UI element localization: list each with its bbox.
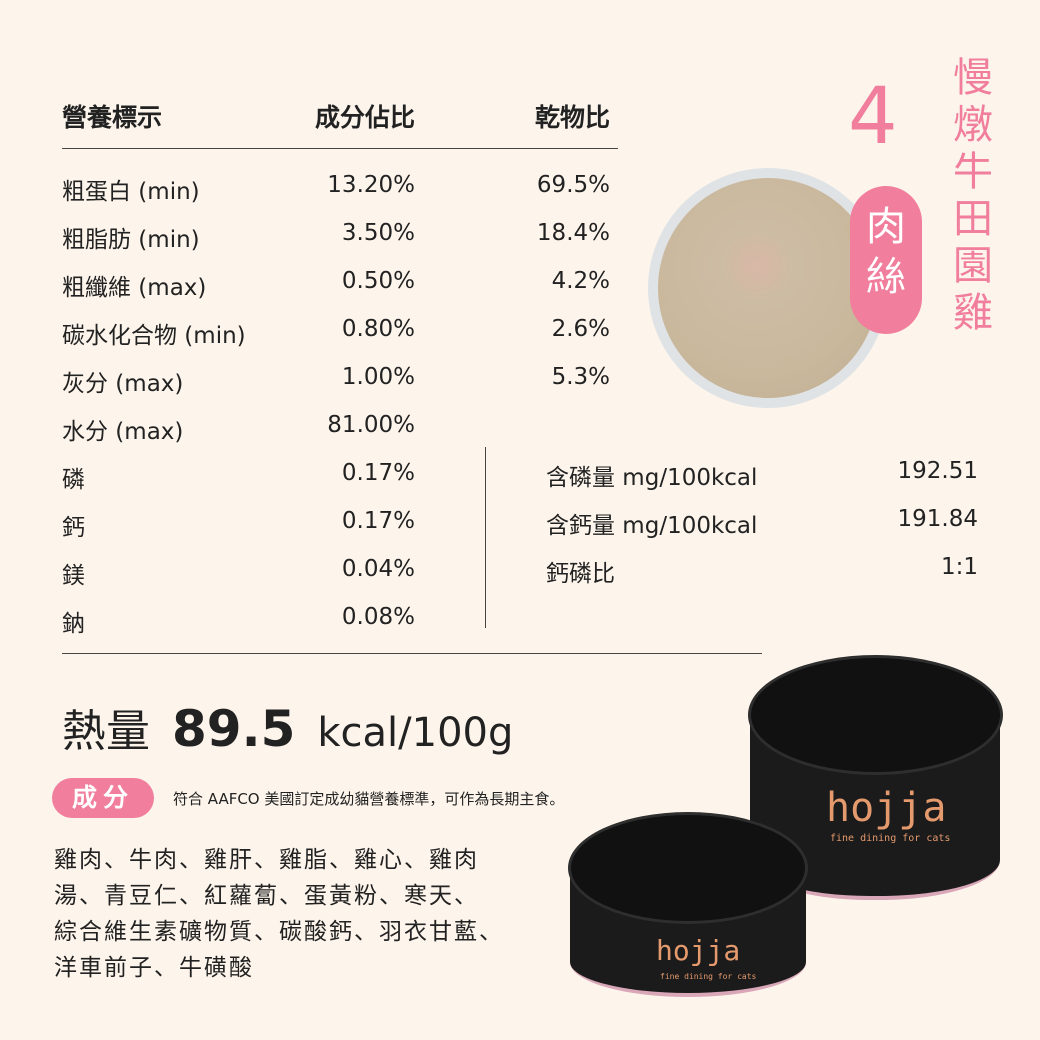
calorie-unit: kcal/100g [317,710,514,756]
mineral-value: 1:1 [940,554,978,580]
nutrient-percent: 3.50% [341,220,415,246]
texture-badge: 肉絲 [850,186,922,334]
product-number: 4 [848,72,898,162]
ingredients-line: 洋車前子、牛磺酸 [54,955,254,981]
nutrient-percent: 13.20% [327,172,415,198]
table-row: 鎂 0.04% [62,556,618,589]
nutrient-dry-matter: 5.3% [551,364,610,390]
nutrient-label: 鎂 [62,563,85,589]
ingredients-list: 雞肉、牛肉、雞肝、雞脂、雞心、雞肉 湯、青豆仁、紅蘿蔔、蛋黃粉、寒天、 綜合維生素礦… [54,842,504,986]
nutrient-percent: 1.00% [341,364,415,390]
nutrient-percent: 0.17% [341,460,415,486]
table-row: 灰分 (max) 1.00% 5.3% [62,364,618,397]
nutrient-percent: 0.04% [341,556,415,582]
mineral-row: 鈣磷比 1:1 [546,554,978,588]
food-bowl-image [648,168,888,408]
mineral-row: 含鈣量 mg/100kcal 191.84 [546,506,978,540]
aafco-note: 符合 AAFCO 美國訂定成幼貓營養標準，可作為長期主食。 [173,790,565,808]
table-row: 鈣 0.17% [62,508,618,541]
ingredients-badge: 成分 [52,778,154,818]
small-can-image: hojja fine dining for cats [568,812,808,1002]
nutrient-label: 碳水化合物 (min) [62,323,246,349]
table-row: 水分 (max) 81.00% [62,412,618,445]
mineral-value: 192.51 [897,458,978,484]
ingredients-line: 湯、青豆仁、紅蘿蔔、蛋黃粉、寒天、 [54,883,479,909]
nutrient-percent: 0.08% [341,604,415,630]
nutrient-label: 粗脂肪 (min) [62,227,200,253]
nutrient-label: 鈉 [62,611,85,637]
table-row: 碳水化合物 (min) 0.80% 2.6% [62,316,618,349]
nutrient-dry-matter: 18.4% [536,220,610,246]
product-name: 慢燉牛田園雞 [953,55,993,336]
table-row: 粗脂肪 (min) 3.50% 18.4% [62,220,618,253]
nutrient-label: 磷 [62,467,85,493]
header-divider [62,148,618,149]
nutrient-percent: 0.80% [341,316,415,342]
table-row: 粗纖維 (max) 0.50% 4.2% [62,268,618,301]
nutrient-label: 灰分 (max) [62,371,184,397]
mineral-label: 鈣磷比 [546,561,615,587]
mineral-value: 191.84 [897,506,978,532]
calorie-label: 熱量 [62,706,150,757]
column-divider [485,447,486,628]
header-dry-matter: 乾物比 [534,103,610,132]
table-row: 粗蛋白 (min) 13.20% 69.5% [62,172,618,205]
ingredients-line: 雞肉、牛肉、雞肝、雞脂、雞心、雞肉 [54,847,479,873]
nutrient-dry-matter: 69.5% [536,172,610,198]
ingredients-line: 綜合維生素礦物質、碳酸鈣、羽衣甘藍、 [54,919,504,945]
nutrient-label: 粗纖維 (max) [62,275,207,301]
nutrient-dry-matter: 2.6% [551,316,610,342]
calorie-line: 熱量 89.5 kcal/100g [62,695,513,759]
nutrient-dry-matter: 4.2% [551,268,610,294]
nutrient-label: 水分 (max) [62,419,184,445]
nutrient-label: 鈣 [62,515,85,541]
table-row: 鈉 0.08% [62,604,618,637]
mineral-row: 含磷量 mg/100kcal 192.51 [546,458,978,492]
calorie-divider [62,653,762,654]
calorie-value: 89.5 [172,700,296,758]
mineral-label: 含磷量 mg/100kcal [546,465,758,491]
header-nutrition: 營養標示 [62,103,163,132]
nutrient-percent: 0.17% [341,508,415,534]
header-percent: 成分佔比 [314,103,415,132]
nutrient-percent: 0.50% [341,268,415,294]
table-row: 磷 0.17% [62,460,618,493]
nutrient-label: 粗蛋白 (min) [62,179,200,205]
mineral-label: 含鈣量 mg/100kcal [546,513,758,539]
nutrient-percent: 81.00% [327,412,415,438]
